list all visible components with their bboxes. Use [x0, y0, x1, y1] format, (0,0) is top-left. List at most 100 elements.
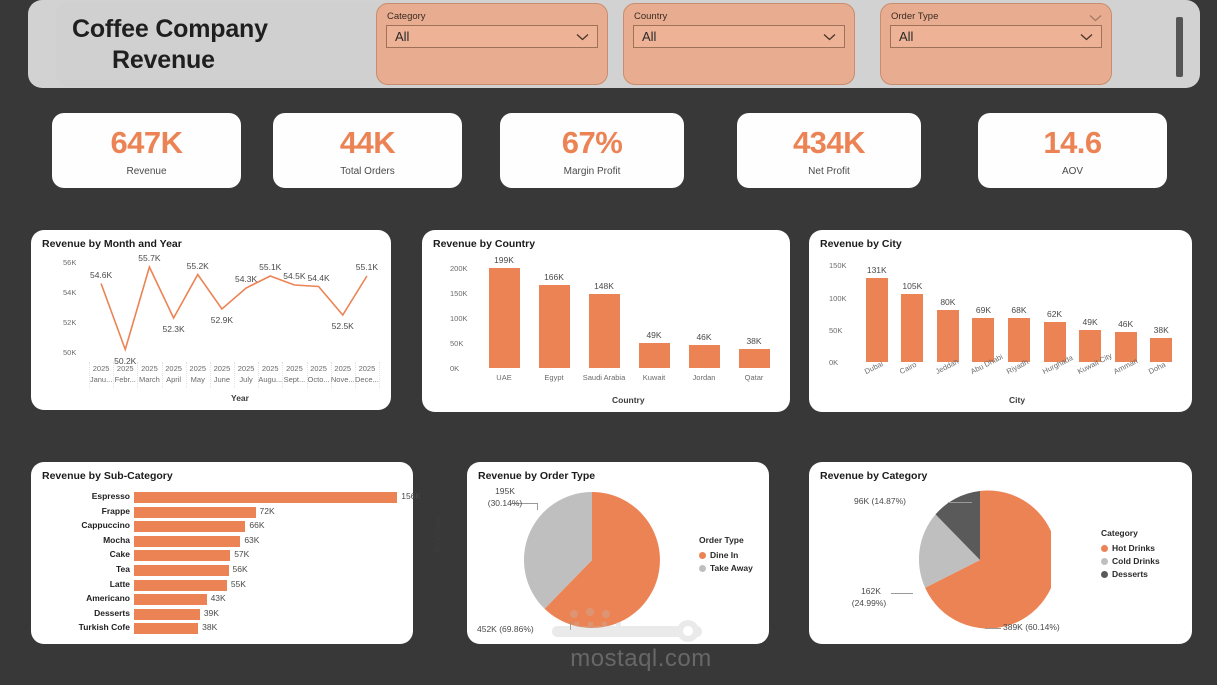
- pie-leader-line-hot-drinks: [985, 628, 1001, 629]
- kpi-value-revenue: 647K: [110, 124, 183, 160]
- bar-egypt[interactable]: [538, 284, 570, 368]
- hbar-cake[interactable]: [134, 550, 231, 562]
- kpi-label-revenue: Revenue: [126, 165, 167, 177]
- x-tick-kuwait: Kuwait: [642, 373, 666, 382]
- hbar-cappuccino[interactable]: [134, 521, 246, 533]
- x-tick-year-4: 2025: [189, 364, 207, 373]
- bar-uae[interactable]: [488, 268, 520, 368]
- legend-label-take-away: Take Away: [710, 563, 753, 573]
- hbar-mocha[interactable]: [134, 535, 241, 547]
- hbar-frappe[interactable]: [134, 506, 256, 518]
- hbar-value-8: 39K: [203, 607, 219, 618]
- hbar-value-5: 56K: [232, 564, 248, 574]
- hbar-category-turkish-cofe: Turkish Cofe: [78, 622, 130, 633]
- hbar-value-1: 72K: [259, 505, 275, 516]
- bar-kuwait[interactable]: [638, 343, 670, 368]
- y-tick-0K: 0K: [450, 364, 460, 373]
- order-type-pie[interactable]: [522, 490, 662, 630]
- hbar-turkish-cofe[interactable]: [134, 623, 199, 635]
- chevron-down-icon[interactable]: [1080, 33, 1093, 41]
- kpi-card-total-orders[interactable]: 44K Total Orders: [273, 113, 462, 188]
- kpi-value-net-profit: 434K: [792, 124, 866, 160]
- hbar-value-2: 66K: [249, 520, 265, 531]
- bar-doha[interactable]: [1150, 337, 1173, 362]
- line-data-label-0: 54.6K: [89, 269, 113, 280]
- kpi-label-margin-profit: Margin Profit: [563, 165, 621, 177]
- legend-item-take-away[interactable]: Take Away: [699, 563, 753, 573]
- y-tick-50K: 50K: [63, 347, 77, 357]
- hbar-desserts[interactable]: [134, 608, 200, 620]
- slicer-order-type-value: All: [899, 29, 914, 44]
- legend-order-type: Order Type Dine In Take Away: [699, 535, 753, 576]
- legend-item-cold-drinks[interactable]: Cold Drinks: [1101, 556, 1160, 566]
- chevron-down-icon[interactable]: [576, 33, 589, 41]
- hbar-category-cappuccino: Cappuccino: [81, 520, 130, 531]
- expand-chevron-down-icon[interactable]: [1089, 9, 1102, 22]
- header-scrollbar[interactable]: [1176, 17, 1183, 77]
- x-tick-month-4: May: [190, 375, 205, 384]
- bar-jeddah[interactable]: [936, 310, 959, 362]
- hbar-category-americano: Americano: [86, 593, 130, 604]
- bar-riyadh[interactable]: [1007, 318, 1030, 362]
- bar-label-1: 105K: [902, 281, 923, 292]
- legend-item-hot-drinks[interactable]: Hot Drinks: [1101, 543, 1160, 553]
- bar-abu-dhabi[interactable]: [972, 317, 995, 362]
- hbar-americano[interactable]: [134, 594, 207, 606]
- kpi-card-net-profit[interactable]: 434K Net Profit: [737, 113, 921, 188]
- slicer-country[interactable]: Country All: [623, 3, 855, 85]
- legend-item-dine-in[interactable]: Dine In: [699, 550, 753, 560]
- chart-title-city: Revenue by City: [820, 238, 902, 250]
- chart-revenue-by-country[interactable]: Revenue by Country Revenue Country 0K 50K…: [422, 230, 790, 552]
- x-gridline: [113, 362, 115, 388]
- chart-revenue-by-month-and-year[interactable]: Revenue by Month and Year Revenue Year 5…: [31, 230, 391, 550]
- x-tick-saudi-arabia: Saudi Arabia: [582, 373, 626, 382]
- hbar-value-9: 38K: [202, 622, 218, 633]
- x-tick-month-3: April: [166, 375, 182, 384]
- bar-saudi-arabia[interactable]: [588, 293, 620, 368]
- x-tick-month-9: Octo...: [307, 375, 330, 384]
- hbar-latte[interactable]: [134, 579, 227, 591]
- pie-leader-line-take-away: [511, 503, 537, 504]
- bar-label-3: 69K: [975, 304, 991, 315]
- hbar-espresso[interactable]: [134, 492, 398, 503]
- chart-revenue-by-order-type[interactable]: Revenue by Order Type 195K (30.14%) 452K…: [467, 462, 769, 644]
- chart-revenue-by-city[interactable]: Revenue by City Revenue City 0K50K100K15…: [809, 230, 1192, 550]
- x-tick-year-10: 2025: [334, 364, 352, 373]
- category-pie[interactable]: [909, 489, 1051, 631]
- chart-title-month-year: Revenue by Month and Year: [42, 238, 182, 250]
- slicer-order-type[interactable]: Order Type All: [880, 3, 1112, 85]
- hbar-value-4: 57K: [234, 549, 250, 560]
- slicer-order-type-dropdown[interactable]: All: [890, 25, 1102, 48]
- kpi-label-aov: AOV: [1061, 165, 1084, 177]
- line-data-label-7: 55.1K: [259, 262, 282, 272]
- slicer-country-dropdown[interactable]: All: [633, 25, 845, 48]
- city-plot-area: [859, 264, 1179, 362]
- kpi-card-margin-profit[interactable]: 67% Margin Profit: [500, 113, 684, 188]
- x-tick-jordan: Jordan: [692, 373, 716, 382]
- chevron-down-icon[interactable]: [823, 33, 836, 41]
- hbar-row: Desserts 39K: [94, 607, 404, 620]
- x-tick-egypt: Egypt: [544, 373, 564, 382]
- kpi-card-revenue[interactable]: 647K Revenue: [52, 113, 241, 188]
- bar-dubai[interactable]: [865, 277, 888, 362]
- hbar-tea[interactable]: [134, 565, 229, 576]
- bar-kuwait-city[interactable]: [1079, 330, 1102, 362]
- chart-revenue-by-category[interactable]: Revenue by Category 96K (14.87%) 162K (2…: [809, 462, 1192, 644]
- bar-cairo[interactable]: [901, 294, 924, 362]
- bar-hurghada[interactable]: [1043, 322, 1066, 362]
- slicer-category-dropdown[interactable]: All: [386, 25, 598, 48]
- bar-amman[interactable]: [1114, 332, 1137, 362]
- y-tick-52K: 52K: [63, 317, 77, 327]
- bar-jordan[interactable]: [688, 344, 720, 368]
- slicer-category[interactable]: Category All: [376, 3, 608, 85]
- kpi-card-aov[interactable]: 14.6 AOV: [978, 113, 1167, 188]
- chart-revenue-by-sub-category[interactable]: Revenue by Sub-Category Sub-Category Esp…: [31, 462, 421, 644]
- legend-item-desserts[interactable]: Desserts: [1101, 569, 1160, 579]
- pie-slice-cold-drinks: [918, 514, 980, 588]
- line-data-label-4: 55.2K: [186, 260, 209, 271]
- line-data-label-2: 55.7K: [138, 253, 161, 263]
- slicer-order-type-label: Order Type: [891, 11, 939, 22]
- x-tick-year-8: 2025: [286, 364, 303, 373]
- bar-label-0: 199K: [494, 255, 514, 266]
- bar-qatar[interactable]: [738, 348, 770, 368]
